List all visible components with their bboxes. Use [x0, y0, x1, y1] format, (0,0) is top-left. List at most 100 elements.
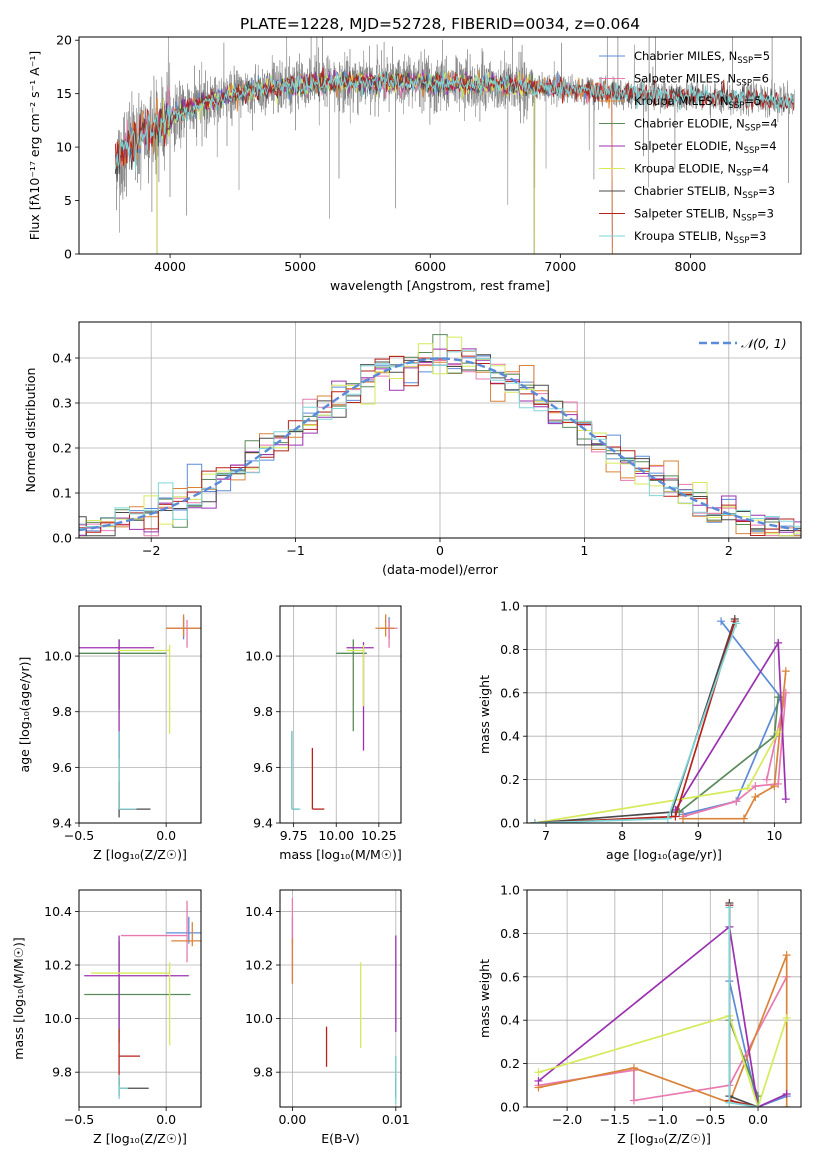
y-tick-label: 9.6 [52, 760, 72, 775]
legend-tail: =3 [757, 207, 774, 221]
legend-sub: SSP [742, 191, 758, 201]
x-axis-label: (data-model)/error [382, 562, 499, 577]
legend-sub: SSP [736, 79, 752, 89]
legend-label-salpeter_miles: Salpeter MILES, NSSP=6 [634, 72, 769, 89]
panel-mass_vs_Z: −0.5 0.0 9.8 10.0 10.2 10.4 Z [log₁₀(Z/Z☉)] mas… [11, 889, 202, 1146]
legend-text: Salpeter STELIB, N [634, 207, 741, 221]
y-tick-label: 9.4 [253, 816, 273, 831]
legend-sub: SSP [734, 236, 750, 246]
weight-marker-kroupa_elodie [743, 784, 752, 793]
legend-label-salpeter_elodie: Salpeter ELODIE, NSSP=4 [634, 139, 777, 156]
weight-marker-salpeter_miles [629, 1096, 638, 1105]
legend-tail: =5 [744, 94, 761, 108]
panel-weight_vs_age: 7 8 9 10 0.0 0.2 0.4 0.6 0.8 1.0 age [log₁₀(age/yr… [477, 599, 802, 862]
x-tick-label: 0 [436, 543, 444, 558]
y-tick-label: 0.2 [500, 1056, 520, 1071]
y-axis-label: mass weight [477, 959, 492, 1038]
y-tick-label: 0.4 [500, 729, 520, 744]
weight-marker-salpeter_miles [762, 775, 771, 784]
weight-marker-salpeter_elodie [534, 1076, 543, 1085]
x-axis-label: Z [log₁₀(Z/Z☉)] [93, 1131, 187, 1146]
axes-frame [526, 605, 802, 824]
legend-text: Kroupa STELIB, N [634, 229, 734, 243]
y-tick-label: 9.4 [52, 816, 72, 831]
weight-line-kroupa_elodie [538, 1014, 788, 1107]
y-tick-label: 10.0 [245, 1011, 273, 1026]
x-axis-label: E(B-V) [321, 1131, 360, 1146]
y-tick-label: 0.8 [500, 926, 520, 941]
plot-area [534, 899, 791, 1107]
x-tick-label: −0.5 [64, 828, 94, 843]
y-axis-label: Flux [fλ10⁻¹⁷ erg cm⁻² s⁻¹ A⁻¹] [27, 51, 42, 240]
y-tick-label: 0.4 [52, 351, 72, 366]
y-tick-label: 0.1 [52, 486, 72, 501]
legend-sub: SSP [736, 169, 752, 179]
axes-frame [78, 889, 202, 1108]
y-tick-label: 9.8 [253, 1065, 273, 1080]
y-tick-label: 0.2 [500, 772, 520, 787]
y-tick-label: 10.0 [44, 1011, 72, 1026]
weight-marker-salpeter_stelib [730, 617, 739, 626]
x-tick-label: 1 [580, 543, 588, 558]
weight-marker-kroupa_miles [782, 951, 791, 960]
panel-residuals: −2 −1 0 1 2 0.0 0.1 0.2 0.3 0.4 (data-model)/error… [23, 321, 802, 577]
x-tick-label: −1 [286, 543, 304, 558]
y-tick-label: 9.8 [52, 1065, 72, 1080]
weight-line-kroupa_stelib [534, 623, 738, 823]
legend-text: Salpeter ELODIE, N [634, 139, 744, 153]
x-tick-label: 4000 [154, 259, 186, 274]
y-tick-label: 0.6 [500, 969, 520, 984]
weight-marker-salpeter_elodie [782, 1089, 791, 1098]
y-tick-label: 15 [56, 86, 72, 101]
axes-frame [279, 605, 402, 824]
y-tick-label: 9.8 [52, 704, 72, 719]
legend-label-chabrier_stelib: Chabrier STELIB, NSSP=3 [634, 184, 775, 201]
x-axis-label: Z [log₁₀(Z/Z☉)] [93, 847, 187, 862]
x-tick-label: 0.01 [382, 1112, 410, 1127]
weight-line-salpeter_elodie [537, 925, 788, 1107]
y-tick-label: 10.0 [245, 649, 273, 664]
x-axis-label: age [log₁₀(age/yr)] [606, 847, 722, 862]
y-tick-label: 0.8 [500, 642, 520, 657]
x-tick-label: −2 [142, 543, 160, 558]
weight-marker-kroupa_miles [679, 814, 688, 823]
gaussian-curve [79, 357, 799, 532]
weight-marker-kroupa_miles [770, 782, 779, 791]
weight-marker-kroupa_miles [781, 667, 790, 676]
legend-text: Chabrier ELODIE, N [634, 117, 745, 131]
weight-marker-kroupa_stelib [530, 819, 539, 823]
legend-tail: =4 [761, 117, 778, 131]
y-tick-label: 9.8 [253, 704, 273, 719]
y-tick-label: 1.0 [500, 599, 520, 614]
legend-text: Chabrier MILES, N [634, 49, 737, 63]
x-axis-label: mass [log₁₀(M/M☉)] [279, 847, 401, 862]
histogram-salpeter_elodie [79, 348, 801, 536]
spectrum-model-kroupa_stelib [114, 69, 795, 172]
weight-marker-chabrier_miles [717, 617, 726, 626]
legend-text: Salpeter MILES, N [634, 72, 736, 86]
weight-marker-salpeter_elodie [774, 638, 783, 647]
x-tick-label: 10 [766, 828, 782, 843]
panel-spectrum: 4000 5000 6000 7000 8000 0 5 10 15 20 wavelength [… [27, 33, 802, 293]
legend-sub: SSP [744, 146, 760, 156]
weight-marker-kroupa_elodie [782, 1014, 791, 1023]
legend-label-salpeter_stelib: Salpeter STELIB, NSSP=3 [634, 207, 774, 224]
plot-area [291, 614, 398, 810]
panel-age_vs_Z: −0.5 0.0 9.4 9.6 9.8 10.0 Z [log₁₀(Z/Z☉)] age [… [17, 605, 202, 862]
legend-label-kroupa_elodie: Kroupa ELODIE, NSSP=4 [634, 162, 769, 179]
x-tick-label: 8000 [675, 259, 707, 274]
x-tick-label: 2 [725, 543, 733, 558]
legend-label-chabrier_miles: Chabrier MILES, NSSP=5 [634, 49, 770, 66]
y-axis-label: age [log₁₀(age/yr)] [17, 657, 32, 773]
plot-area [114, 37, 795, 254]
legend-sub: SSP [737, 56, 753, 66]
legend-text: Kroupa ELODIE, N [634, 162, 736, 176]
legend-text: Chabrier STELIB, N [634, 184, 742, 198]
weight-marker-kroupa_miles [629, 1063, 638, 1072]
legend-label-gaussian: 𝒩(0, 1) [741, 336, 787, 351]
x-tick-label: 6000 [414, 259, 446, 274]
figure-title: PLATE=1228, MJD=52728, FIBERID=0034, z=0… [240, 15, 640, 33]
x-tick-label: 5000 [284, 259, 316, 274]
weight-marker-kroupa_stelib [725, 903, 734, 912]
